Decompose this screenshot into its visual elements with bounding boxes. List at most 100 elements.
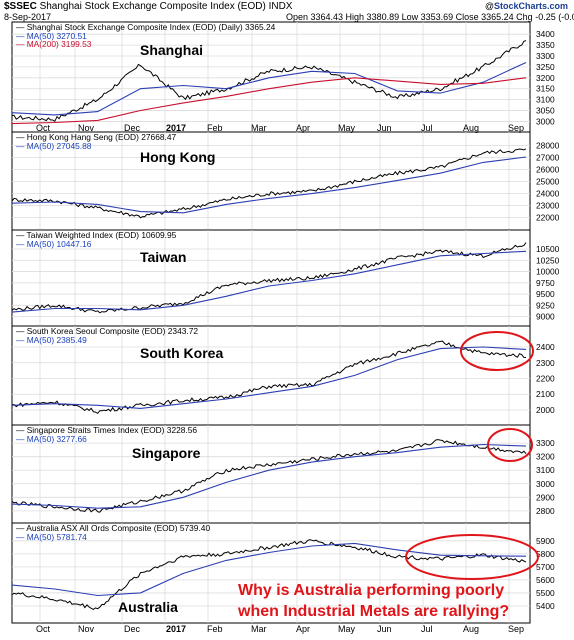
ma50-legend: — MA(50) 5781.74	[16, 532, 87, 542]
panel-legend: — Singapore Straits Times Index (EOD) 32…	[16, 425, 197, 444]
price-line	[11, 439, 527, 513]
highlight-circle	[487, 428, 533, 462]
y-tick-label: 3100	[536, 95, 555, 105]
market-label: Hong Kong	[140, 149, 215, 165]
ma50-legend: — MA(50) 27045.88	[16, 141, 92, 151]
y-tick-label: 28000	[536, 141, 560, 151]
market-label: South Korea	[140, 345, 223, 361]
x-tick-label: 2017	[166, 624, 186, 634]
x-tick-label: Feb	[207, 624, 223, 634]
x-tick-label: Apr	[296, 624, 310, 634]
y-tick-label: 2100	[536, 389, 555, 399]
y-tick-label: 2400	[536, 342, 555, 352]
ma50-line	[11, 346, 527, 409]
y-tick-label: 5800	[536, 549, 555, 559]
y-tick-label: 2200	[536, 374, 555, 384]
symbol: $SSEC	[4, 1, 37, 12]
y-tick-label: 3050	[536, 106, 555, 116]
panel-hong-kong: 22000 23000 24000 25000 26000 27000 28000 — Hon…	[11, 131, 560, 231]
callout-line-1: Why is Australia performing poorly	[238, 582, 505, 599]
y-tick-label: 3400	[536, 29, 555, 39]
y-tick-label: 5600	[536, 575, 555, 585]
x-tick-label: Nov	[78, 123, 95, 133]
title-text: Shanghai Stock Exchange Composite Index …	[36, 1, 293, 12]
panel-title: — South Korea Seoul Composite (EOD) 2343…	[16, 326, 198, 336]
y-tick-label: 3100	[536, 465, 555, 475]
panel-title: — Taiwan Weighted Index (EOD) 10609.95	[16, 230, 177, 240]
y-tick-label: 5700	[536, 562, 555, 572]
highlight-circle	[460, 331, 534, 371]
x-tick-label: Sep	[508, 624, 524, 634]
ma50-legend: — MA(50) 3277.66	[16, 434, 87, 444]
panel-legend: — Shanghai Stock Exchange Composite Inde…	[16, 22, 276, 49]
y-tick-label: 2000	[536, 405, 555, 415]
ma50-legend: — MA(50) 2385.49	[16, 335, 87, 345]
callout-text: Why is Australia performing poorly when …	[238, 580, 568, 622]
y-tick-label: 3150	[536, 84, 555, 94]
x-tick-label: Mar	[251, 123, 267, 133]
ma50-legend: — MA(50) 3270.51	[16, 31, 87, 41]
y-tick-label: 5400	[536, 601, 555, 611]
ma200-legend: — MA(200) 3199.53	[16, 39, 92, 49]
y-tick-label: 10500	[536, 244, 560, 254]
y-tick-label: 9750	[536, 278, 555, 288]
panel-title: — Shanghai Stock Exchange Composite Inde…	[16, 22, 276, 32]
y-tick-label: 3000	[536, 479, 555, 489]
y-tick-label: 3200	[536, 452, 555, 462]
y-tick-label: 3300	[536, 438, 555, 448]
panel-frame	[11, 522, 531, 624]
x-tick-label: Aug	[463, 624, 479, 634]
x-tick-label: Aug	[463, 123, 479, 133]
y-tick-label: 26000	[536, 165, 560, 175]
panel-title: — Australia ASX All Ords Composite (EOD)…	[16, 523, 210, 533]
y-tick-label: 23000	[536, 201, 560, 211]
x-tick-label: Jul	[421, 123, 433, 133]
callout-line-2: when Industrial Metals are rallying?	[238, 603, 510, 620]
y-tick-label: 9000	[536, 312, 555, 322]
chart-header: $SSEC Shanghai Stock Exchange Composite …	[0, 0, 574, 22]
market-label: Australia	[118, 599, 178, 615]
y-tick-label: 2900	[536, 492, 555, 502]
y-tick-label: 2300	[536, 358, 555, 368]
panel-legend: — Taiwan Weighted Index (EOD) 10609.95— …	[16, 230, 177, 249]
ohlc-readout: Open 3364.43 High 3380.89 Low 3353.69 Cl…	[286, 12, 574, 22]
brand-text: StockCharts.com	[493, 1, 568, 11]
chart-date: 8-Sep-2017	[4, 12, 52, 22]
market-label: Singapore	[132, 445, 201, 461]
chart-title: $SSEC Shanghai Stock Exchange Composite …	[4, 1, 292, 12]
y-tick-label: 10000	[536, 267, 560, 277]
panel-title: — Singapore Straits Times Index (EOD) 32…	[16, 425, 197, 435]
highlight-circle	[405, 534, 539, 580]
panel-singapore: 2800 2900 3000 3100 3200 3300 — Singapore Stra…	[11, 424, 555, 524]
y-tick-label: 24000	[536, 189, 560, 199]
y-tick-label: 9500	[536, 289, 555, 299]
y-tick-label: 5500	[536, 588, 555, 598]
price-line	[12, 40, 527, 123]
ma50-legend: — MA(50) 10447.16	[16, 239, 92, 249]
price-line	[11, 148, 527, 219]
panel-legend: — Hong Kong Hang Seng (EOD) 27668.47— MA…	[16, 132, 176, 151]
market-label: Shanghai	[140, 42, 203, 58]
x-tick-label: Oct	[36, 624, 51, 634]
y-tick-label: 3300	[536, 51, 555, 61]
panel-frame	[11, 424, 531, 524]
y-tick-label: 25000	[536, 177, 560, 187]
x-tick-label: May	[338, 123, 356, 133]
y-tick-label: 10250	[536, 255, 560, 265]
x-tick-label: Oct	[36, 123, 51, 133]
market-label: Taiwan	[140, 249, 186, 265]
x-tick-label: Nov	[78, 624, 95, 634]
x-tick-label: Mar	[251, 624, 267, 634]
x-tick-label: Jul	[421, 624, 433, 634]
y-tick-label: 2800	[536, 506, 555, 516]
copyright-mark: @	[484, 1, 494, 11]
panel-legend: — South Korea Seoul Composite (EOD) 2343…	[16, 326, 198, 345]
x-tick-label: Jun	[377, 624, 392, 634]
stockcharts-logo: @StockCharts.com	[485, 1, 568, 11]
x-tick-label: May	[338, 624, 356, 634]
x-tick-label: Dec	[124, 123, 141, 133]
ma50-line	[11, 542, 527, 597]
y-tick-label: 22000	[536, 213, 560, 223]
